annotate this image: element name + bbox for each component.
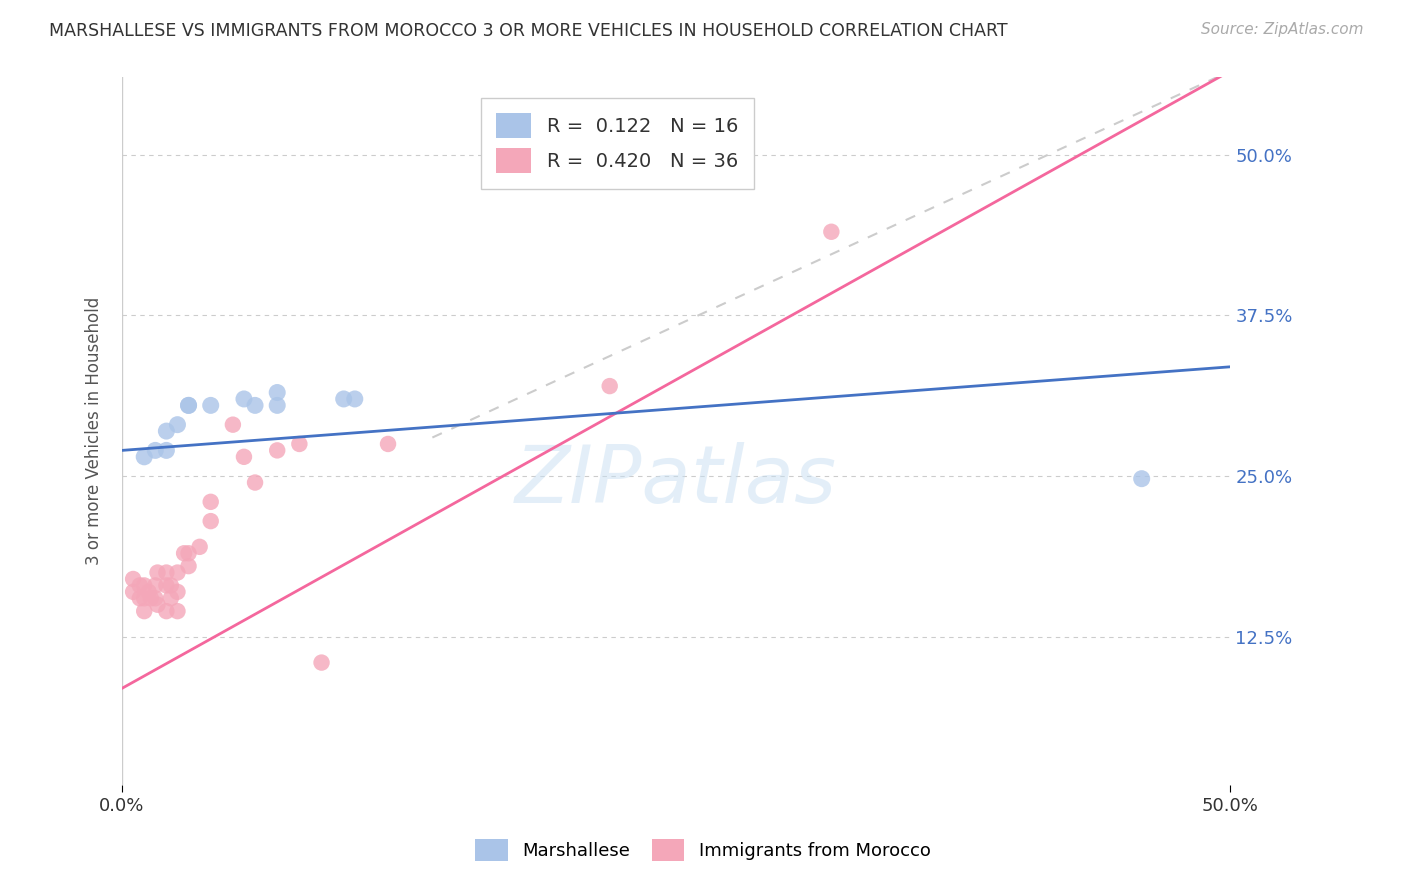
Point: [128, 591, 150, 606]
Point: [177, 398, 200, 412]
Point: [143, 443, 166, 458]
Point: [266, 443, 288, 458]
Point: [311, 656, 333, 670]
Point: [159, 578, 181, 592]
Point: [222, 417, 245, 432]
Point: [166, 604, 188, 618]
Point: [134, 578, 156, 592]
Point: [155, 578, 177, 592]
Point: [233, 450, 256, 464]
Y-axis label: 3 or more Vehicles in Household: 3 or more Vehicles in Household: [86, 297, 103, 566]
Point: [288, 437, 311, 451]
Text: ZIPatlas: ZIPatlas: [515, 442, 837, 520]
Point: [332, 392, 354, 406]
Point: [143, 578, 166, 592]
Point: [134, 450, 156, 464]
Point: [155, 604, 177, 618]
Point: [143, 591, 166, 606]
Legend: Marshallese, Immigrants from Morocco: Marshallese, Immigrants from Morocco: [463, 827, 943, 874]
Point: [166, 566, 188, 580]
Point: [200, 398, 222, 412]
Point: [266, 385, 288, 400]
Point: [159, 591, 181, 606]
Point: [138, 585, 160, 599]
Point: [377, 437, 399, 451]
Point: [166, 417, 188, 432]
Point: [122, 585, 145, 599]
Point: [820, 225, 842, 239]
Point: [200, 514, 222, 528]
Point: [134, 604, 156, 618]
Point: [139, 591, 162, 606]
Point: [166, 585, 188, 599]
Point: [243, 398, 266, 412]
Point: [173, 546, 195, 560]
Point: [343, 392, 366, 406]
Point: [146, 566, 169, 580]
Point: [188, 540, 211, 554]
Point: [177, 546, 200, 560]
Point: [122, 572, 145, 586]
Point: [200, 495, 222, 509]
Point: [599, 379, 621, 393]
Point: [177, 398, 200, 412]
Point: [266, 398, 288, 412]
Point: [1130, 472, 1153, 486]
Point: [146, 598, 169, 612]
Point: [134, 591, 156, 606]
Point: [155, 443, 177, 458]
Point: [233, 392, 256, 406]
Point: [155, 424, 177, 438]
Point: [177, 559, 200, 574]
Point: [243, 475, 266, 490]
Point: [155, 566, 177, 580]
Legend: R =  0.122   N = 16, R =  0.420   N = 36: R = 0.122 N = 16, R = 0.420 N = 36: [481, 98, 754, 188]
Point: [128, 578, 150, 592]
Text: MARSHALLESE VS IMMIGRANTS FROM MOROCCO 3 OR MORE VEHICLES IN HOUSEHOLD CORRELATI: MARSHALLESE VS IMMIGRANTS FROM MOROCCO 3…: [49, 22, 1008, 40]
Text: Source: ZipAtlas.com: Source: ZipAtlas.com: [1201, 22, 1364, 37]
